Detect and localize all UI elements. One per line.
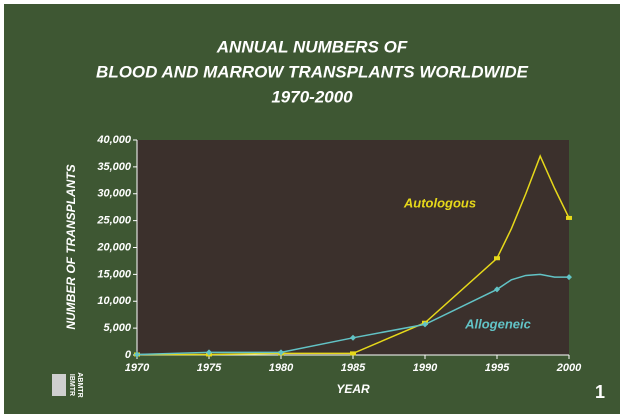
point-marker	[494, 256, 500, 261]
y-axis-label: NUMBER OF TRANSPLANTS	[64, 164, 78, 329]
chart-title: ANNUAL NUMBERS OF	[216, 37, 408, 56]
y-tick-label: 20,000	[96, 241, 132, 253]
y-tick-label: 35,000	[97, 161, 132, 173]
logo-text: IBMTR	[68, 374, 75, 396]
point-marker	[278, 349, 284, 356]
x-tick-label: 1980	[269, 362, 294, 374]
x-axis-label: YEAR	[336, 382, 370, 396]
y-tick-label: 25,000	[96, 215, 132, 227]
point-marker	[350, 351, 356, 356]
x-tick-label: 1995	[485, 362, 510, 374]
point-marker	[494, 286, 500, 293]
y-tick-label: 40,000	[96, 134, 132, 146]
logo-mark	[52, 374, 66, 396]
logo-text: ABMTR	[76, 372, 83, 397]
point-marker	[566, 274, 572, 281]
plot-area	[137, 140, 569, 355]
y-tick-label: 15,000	[97, 268, 132, 280]
point-marker	[206, 349, 212, 356]
point-marker	[134, 351, 140, 358]
y-tick-label: 0	[125, 349, 132, 361]
x-tick-label: 1985	[341, 362, 366, 374]
x-tick-label: 1975	[197, 362, 222, 374]
point-marker	[350, 334, 356, 341]
series-label: Autologous	[403, 195, 476, 210]
slide-number: 1	[595, 382, 605, 402]
x-tick-label: 2000	[556, 362, 582, 374]
logo: IBMTR ABMTR	[52, 372, 83, 398]
point-marker	[566, 215, 572, 220]
y-tick-label: 5,000	[103, 322, 131, 334]
x-tick-label: 1990	[413, 362, 438, 374]
y-tick-label: 30,000	[97, 188, 132, 200]
series-label: Allogeneic	[464, 316, 532, 331]
y-tick-label: 10,000	[97, 295, 132, 307]
point-marker	[422, 321, 428, 328]
chart-title: 1970-2000	[271, 87, 353, 106]
x-tick-label: 1970	[125, 362, 150, 374]
chart-title: BLOOD AND MARROW TRANSPLANTS WORLDWIDE	[96, 62, 529, 81]
